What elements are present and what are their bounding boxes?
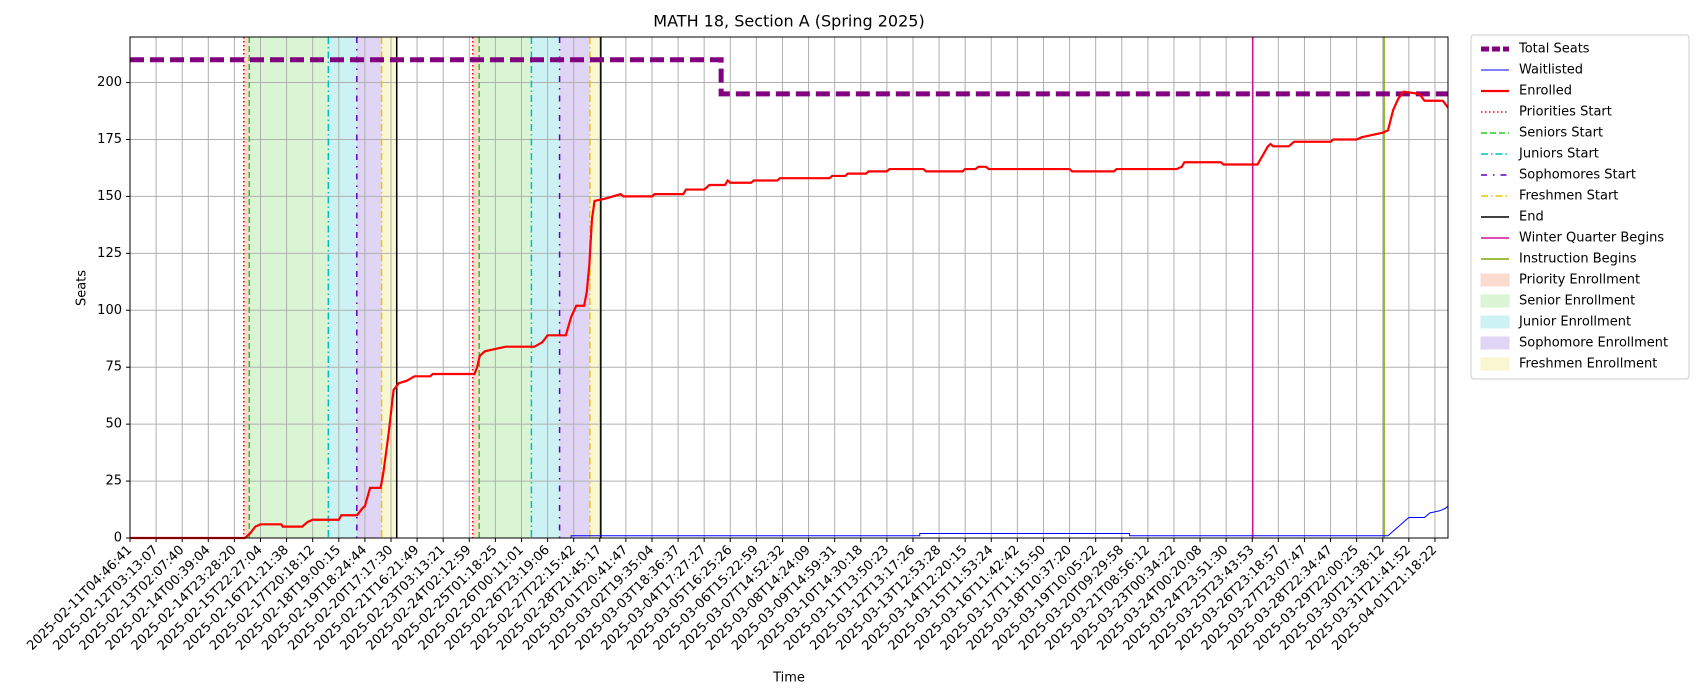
enrollment-span	[249, 37, 329, 538]
legend-label: Senior Enrollment	[1519, 294, 1635, 309]
y-tick-label: 175	[97, 132, 122, 147]
enrollment-span	[356, 37, 382, 538]
legend-label: Priorities Start	[1519, 105, 1612, 120]
y-tick-label: 100	[97, 303, 122, 318]
series-line	[130, 90, 1449, 540]
x-axis-label: Time	[772, 671, 805, 686]
y-tick-label: 50	[105, 417, 122, 432]
legend-swatch	[1480, 294, 1510, 308]
series-line	[130, 505, 1449, 539]
y-tick-label: 75	[105, 360, 122, 375]
legend-label: Total Seats	[1518, 42, 1590, 57]
legend-label: Seniors Start	[1519, 126, 1603, 141]
legend-label: Waitlisted	[1519, 63, 1583, 78]
legend-swatch	[1480, 273, 1510, 287]
legend-swatch	[1480, 336, 1510, 350]
legend-label: Enrolled	[1519, 84, 1572, 99]
legend-label: Freshmen Start	[1519, 189, 1618, 204]
legend-label: Priority Enrollment	[1519, 273, 1640, 288]
enrollment-span	[243, 37, 250, 538]
y-tick-label: 150	[97, 189, 122, 204]
legend-label: Freshmen Enrollment	[1519, 357, 1657, 372]
legend-label: Juniors Start	[1518, 147, 1599, 162]
enrollment-span	[589, 37, 601, 538]
enrollment-span	[531, 37, 560, 538]
legend-swatch	[1480, 315, 1510, 329]
legend-label: Sophomores Start	[1519, 168, 1636, 183]
enrollment-span	[559, 37, 590, 538]
enrollment-span	[381, 37, 397, 538]
y-tick-label: 0	[114, 531, 122, 546]
legend-label: Winter Quarter Begins	[1519, 231, 1664, 246]
enrollment-span	[479, 37, 532, 538]
y-tick-label: 25	[105, 474, 122, 489]
legend-box	[1470, 34, 1690, 380]
y-axis-label: Seats	[75, 270, 90, 306]
legend: Total Seats Waitlisted Enrolled Priorities …	[1470, 34, 1690, 380]
y-tick-label: 200	[97, 75, 122, 90]
legend-label: Junior Enrollment	[1518, 315, 1631, 330]
legend-label: Instruction Begins	[1519, 252, 1637, 267]
legend-label: End	[1519, 210, 1544, 225]
enrollment-span	[472, 37, 480, 538]
y-tick-label: 125	[97, 246, 122, 261]
plot-frame	[129, 36, 1449, 539]
legend-label: Sophomore Enrollment	[1519, 336, 1668, 351]
series-line	[130, 57, 1448, 97]
chart-title: MATH 18, Section A (Spring 2025)	[653, 12, 924, 31]
enrollment-span	[328, 37, 357, 538]
legend-swatch	[1480, 357, 1510, 371]
